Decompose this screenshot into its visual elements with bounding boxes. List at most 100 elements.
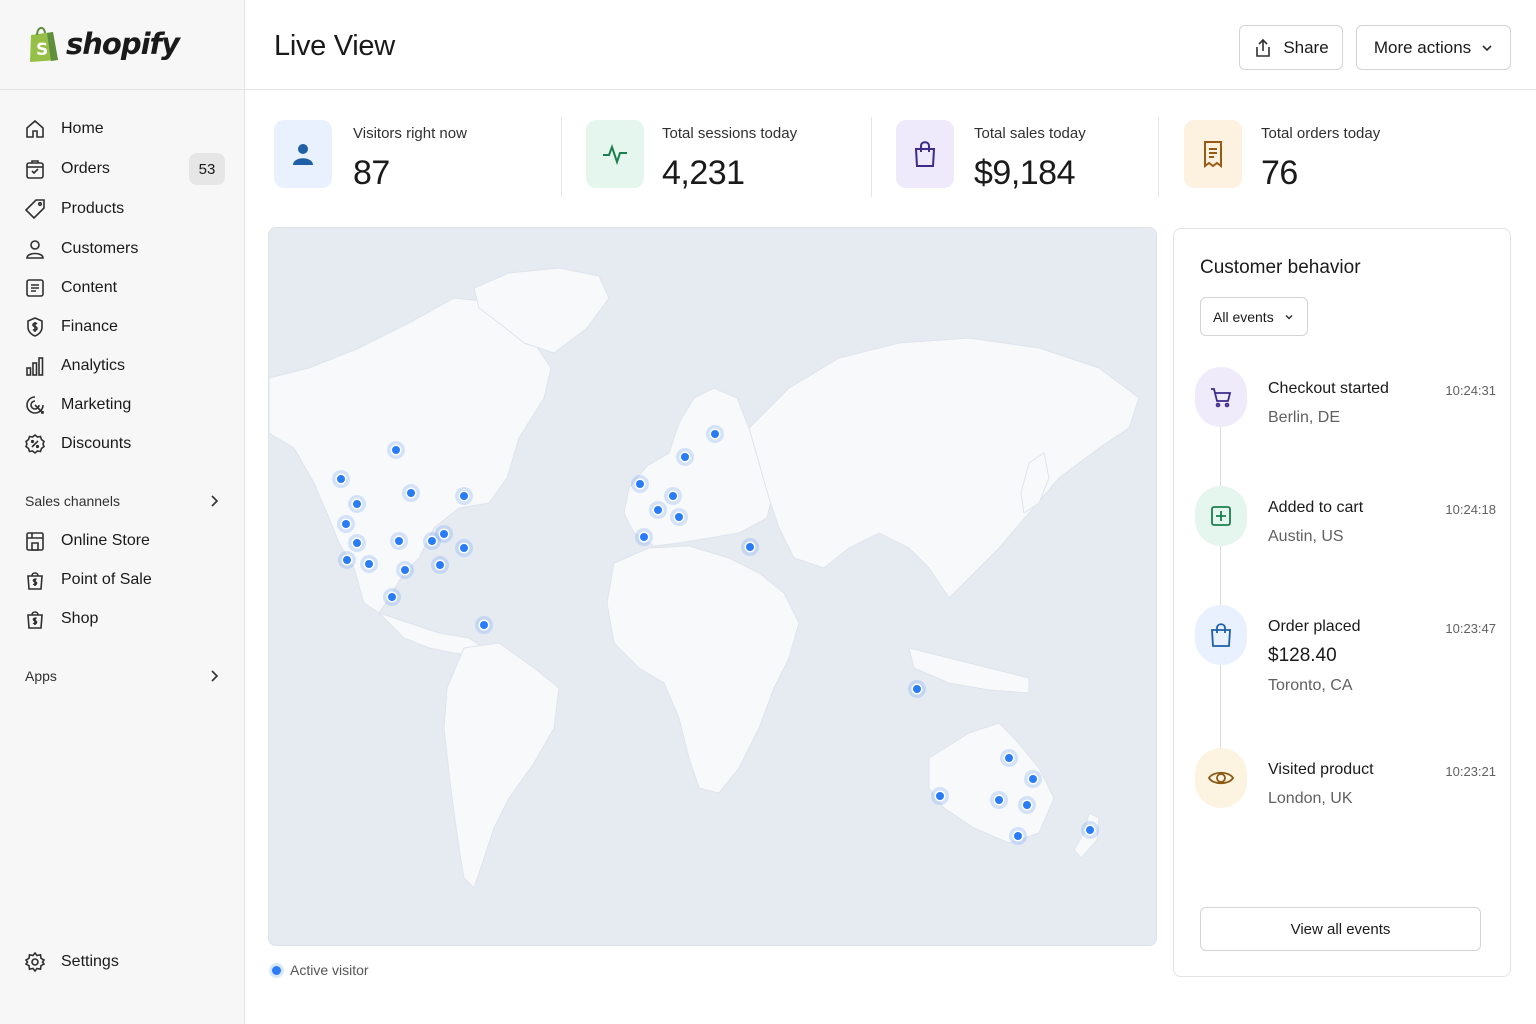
apps-header[interactable]: Apps <box>25 664 220 688</box>
visitor-marker[interactable] <box>995 796 1003 804</box>
event-amount: $128.40 <box>1268 645 1337 666</box>
share-button[interactable]: Share <box>1239 25 1343 70</box>
more-actions-button[interactable]: More actions <box>1356 25 1511 70</box>
visitor-marker[interactable] <box>675 513 683 521</box>
visitor-marker[interactable] <box>353 539 361 547</box>
south-america-landmass <box>443 642 560 889</box>
sidebar-item-products[interactable]: Products <box>24 193 229 225</box>
sidebar-item-label: Online Store <box>61 532 150 549</box>
sidebar-item-analytics[interactable]: Analytics <box>24 350 229 382</box>
sidebar-item-finance[interactable]: Finance <box>24 311 229 343</box>
visitor-marker[interactable] <box>392 446 400 454</box>
page-title: Live View <box>274 30 395 62</box>
sidebar-divider <box>0 89 245 90</box>
visitor-marker[interactable] <box>669 492 677 500</box>
shopify-logo[interactable]: S shopify <box>27 24 180 64</box>
sidebar-item-customers[interactable]: Customers <box>24 233 229 265</box>
view-all-events-button[interactable]: View all events <box>1200 907 1481 951</box>
world-map[interactable] <box>268 227 1157 946</box>
stat-label: Total sales today <box>974 125 1086 142</box>
visitor-marker[interactable] <box>407 489 415 497</box>
visitor-marker[interactable] <box>1005 754 1013 762</box>
event-time: 10:23:47 <box>1445 621 1496 636</box>
stat-sessions: Total sessions today 4,231 <box>586 118 866 196</box>
visitor-marker[interactable] <box>365 560 373 568</box>
visitor-marker[interactable] <box>460 492 468 500</box>
shop-bag-icon <box>24 608 46 630</box>
visitor-marker[interactable] <box>337 475 345 483</box>
sidebar-item-discounts[interactable]: Discounts <box>24 428 229 460</box>
visitor-marker[interactable] <box>428 537 436 545</box>
visitor-marker[interactable] <box>342 520 350 528</box>
greenland-landmass <box>473 267 610 354</box>
sidebar-item-orders[interactable]: Orders 53 <box>24 153 229 185</box>
timeline-line <box>1220 394 1221 794</box>
sidebar-item-point-of-sale[interactable]: Point of Sale <box>24 564 229 596</box>
southeast-asia-landmass <box>908 647 1030 694</box>
discount-icon <box>24 433 46 455</box>
africa-landmass <box>606 545 800 794</box>
sidebar-item-content[interactable]: Content <box>24 272 229 304</box>
stat-divider <box>871 117 872 197</box>
visitor-marker[interactable] <box>746 543 754 551</box>
bar-chart-icon <box>24 355 46 377</box>
visitor-marker[interactable] <box>1014 832 1022 840</box>
sidebar-item-marketing[interactable]: Marketing <box>24 389 229 421</box>
brand-name: shopify <box>66 27 180 61</box>
visitor-marker[interactable] <box>353 500 361 508</box>
visitor-marker[interactable] <box>401 566 409 574</box>
event-location: Austin, US <box>1268 528 1344 545</box>
visitor-marker[interactable] <box>1023 801 1031 809</box>
sidebar-item-settings[interactable]: Settings <box>24 946 229 978</box>
japan-landmass <box>1020 452 1050 514</box>
event-title: Checkout started <box>1268 380 1389 397</box>
visitor-marker[interactable] <box>640 533 648 541</box>
target-icon <box>24 394 46 416</box>
stat-value: $9,184 <box>974 154 1076 192</box>
sidebar-item-shop[interactable]: Shop <box>24 603 229 635</box>
map-legend: Active visitor <box>272 962 369 978</box>
add-to-cart-icon <box>1195 486 1247 546</box>
event-filter-value: All events <box>1213 308 1274 325</box>
event-filter-select[interactable]: All events <box>1200 297 1308 336</box>
store-icon <box>24 530 46 552</box>
visitor-marker[interactable] <box>388 593 396 601</box>
visitor-marker[interactable] <box>654 506 662 514</box>
event-title: Added to cart <box>1268 499 1364 516</box>
sidebar-item-label: Analytics <box>61 357 126 374</box>
orders-count-badge: 53 <box>189 153 225 185</box>
visitor-marker[interactable] <box>711 430 719 438</box>
visitor-marker[interactable] <box>440 530 448 538</box>
visitor-marker[interactable] <box>681 453 689 461</box>
sales-channels-header[interactable]: Sales channels <box>25 489 220 513</box>
sidebar-item-label: Home <box>61 120 104 137</box>
visitor-marker[interactable] <box>1029 775 1037 783</box>
shopping-bag-icon <box>896 120 954 188</box>
shopping-bag-icon <box>1195 605 1247 665</box>
svg-text:S: S <box>36 40 48 60</box>
visitor-marker[interactable] <box>936 792 944 800</box>
cart-icon <box>1195 367 1247 427</box>
visitor-marker[interactable] <box>460 544 468 552</box>
visitor-marker[interactable] <box>913 685 921 693</box>
sidebar-item-label: Shop <box>61 610 99 627</box>
event-location: Berlin, DE <box>1268 409 1341 426</box>
visitor-marker[interactable] <box>395 537 403 545</box>
visitor-marker[interactable] <box>636 480 644 488</box>
sidebar: S shopify Home Orders 53 Products Custom… <box>0 0 245 1024</box>
share-icon <box>1256 38 1271 57</box>
visitor-marker[interactable] <box>436 561 444 569</box>
sidebar-item-label: Content <box>61 279 118 296</box>
sidebar-item-home[interactable]: Home <box>24 113 229 145</box>
sidebar-item-label: Settings <box>61 953 119 970</box>
receipt-icon <box>1184 120 1242 188</box>
visitor-marker[interactable] <box>480 621 488 629</box>
sidebar-item-online-store[interactable]: Online Store <box>24 525 229 557</box>
visitor-marker[interactable] <box>1086 826 1094 834</box>
new-zealand-landmass <box>1073 812 1100 859</box>
chevron-right-icon <box>211 495 219 507</box>
visitor-marker[interactable] <box>343 556 351 564</box>
event-time: 10:24:31 <box>1445 383 1496 398</box>
stat-orders: Total orders today 76 <box>1184 118 1484 196</box>
stat-value: 4,231 <box>662 154 745 192</box>
